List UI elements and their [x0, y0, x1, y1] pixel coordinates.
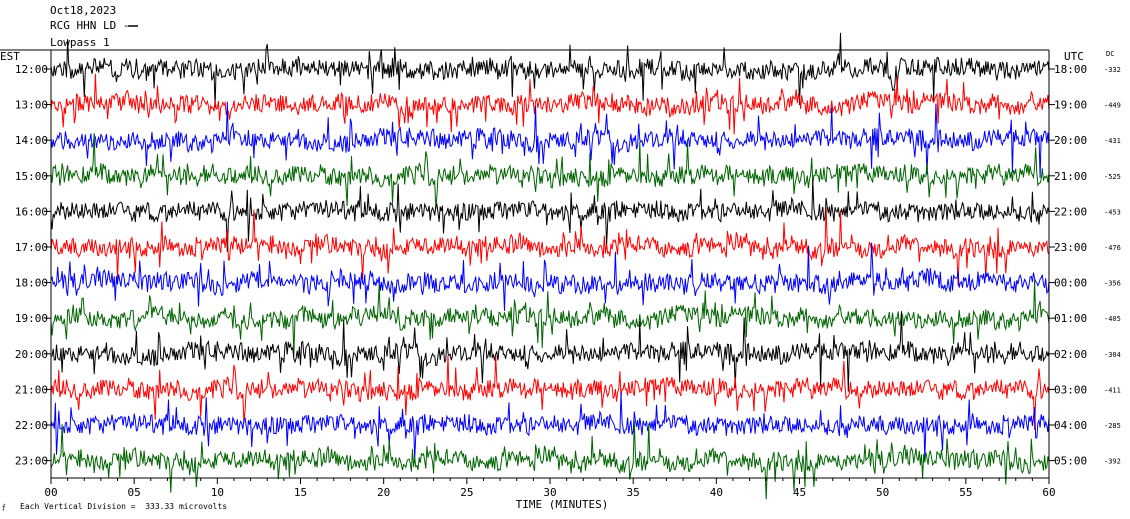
est-hour-label: 21:00: [15, 383, 48, 396]
x-tick-label: 30: [543, 486, 556, 499]
trace-line-4: [50, 179, 1050, 252]
trace-line-9: [50, 355, 1050, 430]
x-tick-label: 55: [959, 486, 972, 499]
utc-hour-label: 18:00: [1054, 63, 1087, 76]
est-axis-label: EST: [0, 50, 20, 63]
utc-hour-label: 22:00: [1054, 205, 1087, 218]
plot-frame: [0, 25, 1055, 484]
dc-offset-label: -453: [1104, 208, 1121, 216]
header-filter: Lowpass 1: [50, 36, 110, 49]
est-hour-label: 20:00: [15, 348, 48, 361]
est-hour-label: 17:00: [15, 241, 48, 254]
x-tick-label: 20: [377, 486, 390, 499]
est-hour-label: 14:00: [15, 134, 48, 147]
trace-line-1: [50, 73, 1050, 135]
dc-offset-label: -411: [1104, 386, 1121, 394]
utc-hour-label: 21:00: [1054, 170, 1087, 183]
est-hour-label: 16:00: [15, 205, 48, 218]
dc-offset-label: -449: [1104, 102, 1121, 110]
dc-offset-label: -285: [1104, 422, 1121, 430]
est-hour-label: 15:00: [15, 170, 48, 183]
header-date: Oct18,2023: [50, 4, 117, 17]
est-hour-label: 18:00: [15, 277, 48, 290]
seismic-traces: [50, 32, 1050, 500]
est-hour-label: 23:00: [15, 455, 48, 468]
x-tick-label: 25: [460, 486, 473, 499]
x-tick-label: 05: [128, 486, 141, 499]
trace-line-6: [50, 242, 1050, 311]
est-hour-label: 19:00: [15, 312, 48, 325]
utc-hour-label: 00:00: [1054, 277, 1087, 290]
dc-offset-label: -304: [1104, 351, 1121, 359]
trace-line-3: [50, 133, 1050, 210]
x-tick-label: 35: [627, 486, 640, 499]
x-tick-label: 00: [44, 486, 57, 499]
x-tick-label: 45: [793, 486, 806, 499]
utc-hour-label: 20:00: [1054, 134, 1087, 147]
est-hour-label: 13:00: [15, 99, 48, 112]
trace-line-2: [50, 101, 1050, 179]
trace-line-5: [50, 206, 1050, 286]
utc-hour-label: 04:00: [1054, 419, 1087, 432]
utc-axis-label: UTC: [1064, 50, 1084, 63]
header-station: RCG HHN LD --: [50, 19, 137, 32]
utc-hour-label: 03:00: [1054, 383, 1087, 396]
est-hour-label: 22:00: [15, 419, 48, 432]
dc-offset-label: -431: [1104, 137, 1121, 145]
corner-logo-icon: ⨍: [2, 503, 6, 511]
dc-offset-label: -476: [1104, 244, 1121, 252]
x-axis-title: TIME (MINUTES): [516, 498, 609, 511]
trace-line-11: [50, 420, 1050, 500]
utc-hour-label: 05:00: [1054, 455, 1087, 468]
dc-header-label: DC: [1106, 50, 1114, 58]
dc-offset-label: -392: [1104, 458, 1121, 466]
dc-offset-label: -525: [1104, 173, 1121, 181]
x-tick-label: 60: [1042, 486, 1055, 499]
trace-line-0: [50, 32, 1050, 108]
vertical-division-note: Each Vertical Division = 333.33 microvol…: [20, 502, 228, 511]
dc-offset-label: -405: [1104, 315, 1121, 323]
trace-line-7: [50, 279, 1050, 357]
x-tick-label: 40: [710, 486, 723, 499]
utc-hour-label: 19:00: [1054, 99, 1087, 112]
x-tick-label: 15: [294, 486, 307, 499]
utc-hour-label: 02:00: [1054, 348, 1087, 361]
x-tick-label: 50: [876, 486, 889, 499]
axis-labels: 00 05 10 15 20 25 30 35 40 45 50 55 60 12:00 18:00 -332…: [0, 50, 1121, 511]
dc-offset-label: -332: [1104, 66, 1121, 74]
x-tick-label: 10: [211, 486, 224, 499]
dc-offset-label: -356: [1104, 280, 1121, 288]
trace-line-10: [50, 392, 1050, 459]
trace-line-8: [50, 311, 1050, 392]
est-hour-label: 12:00: [15, 63, 48, 76]
utc-hour-label: 23:00: [1054, 241, 1087, 254]
utc-hour-label: 01:00: [1054, 312, 1087, 325]
